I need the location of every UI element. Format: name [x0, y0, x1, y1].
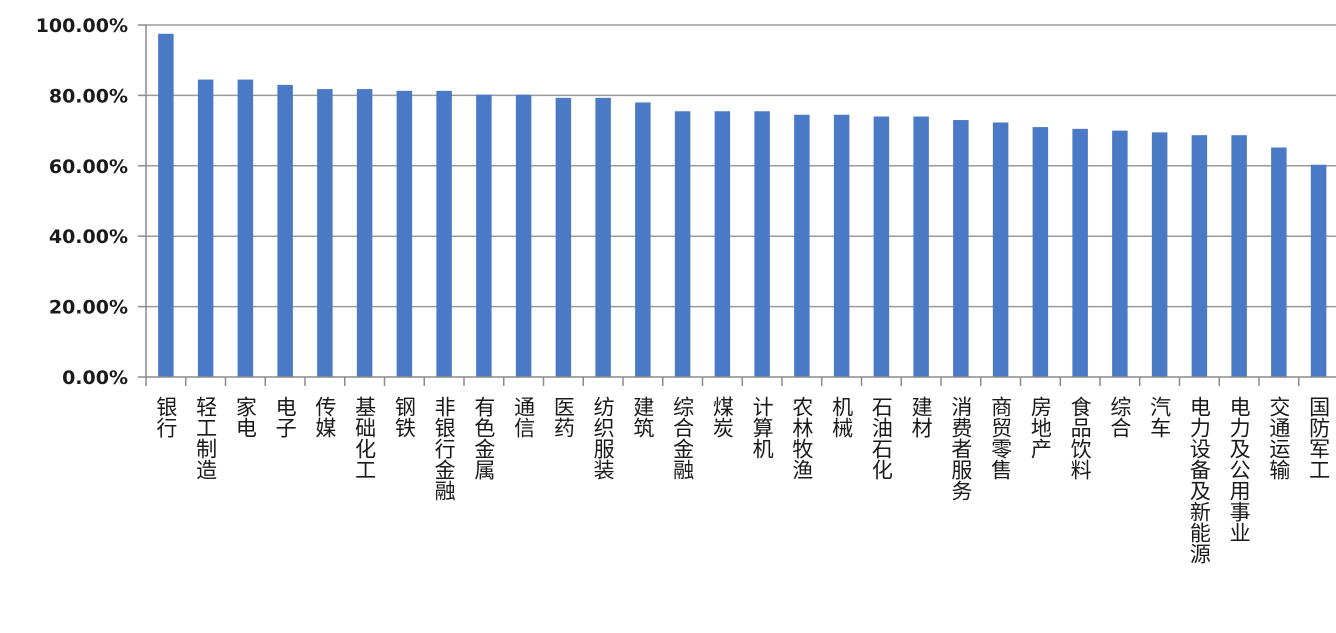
x-tick-label: 食品饮料	[1068, 396, 1092, 480]
bar	[476, 94, 492, 378]
y-tick-label: 0.00%	[62, 367, 128, 389]
bar	[237, 79, 254, 377]
bar	[1271, 147, 1287, 377]
bar	[833, 114, 850, 377]
bar	[913, 116, 929, 378]
bar	[1310, 164, 1327, 377]
bar	[1231, 135, 1247, 377]
x-tick-label: 综合金融	[671, 396, 695, 480]
bar	[317, 89, 333, 378]
bar	[396, 90, 413, 377]
bar	[1112, 130, 1128, 377]
x-tick-label: 煤炭	[710, 396, 734, 438]
bar	[992, 122, 1009, 377]
x-tick-label: 汽车	[1148, 396, 1172, 438]
bar	[953, 120, 969, 377]
x-tick-label: 轻工制造	[194, 396, 218, 480]
y-axis-tick-labels: 0.00% 20.00% 40.00% 60.00% 80.00% 100.00%	[36, 15, 146, 389]
x-tick-label: 综合	[1108, 396, 1132, 438]
bar	[356, 89, 373, 378]
x-tick-label: 基础化工	[353, 396, 377, 480]
bar	[595, 97, 611, 377]
bar	[515, 94, 532, 378]
x-tick-label: 有色金属	[472, 396, 496, 481]
y-tick-label: 100.00%	[36, 15, 128, 37]
y-tick-label: 40.00%	[49, 226, 128, 248]
x-tick-label: 建筑	[631, 396, 655, 438]
x-tick-label: 电力设备及新能源	[1187, 396, 1211, 564]
x-tick-label: 通信	[512, 396, 536, 438]
x-tick-label: 纺织服装	[591, 396, 615, 480]
x-tick-label: 非银行金融	[432, 396, 456, 501]
y-tick-label: 20.00%	[49, 297, 128, 319]
x-tick-label: 电力及公用事业	[1227, 396, 1251, 543]
bar	[674, 111, 691, 378]
bar	[158, 33, 174, 378]
x-tick-label: 房地产	[1028, 396, 1052, 459]
x-tick-label: 商贸零售	[989, 396, 1013, 480]
y-tick-label: 80.00%	[49, 85, 128, 107]
bar	[436, 90, 452, 377]
x-tick-label: 机械	[830, 396, 854, 438]
x-axis-tick-labels: 银行 轻工制造 家电 电子 传媒 基础化工 钢铁 非银行金融 有色金属 通信 医药 纺织服装 建筑 综合金…	[154, 396, 1331, 564]
x-tick-label: 计算机	[750, 396, 774, 459]
bar	[1151, 132, 1168, 377]
bar	[794, 114, 810, 377]
bar	[555, 97, 572, 377]
x-tick-label: 钢铁	[392, 396, 416, 438]
x-tick-label: 消费者服务	[949, 396, 973, 501]
bar	[714, 111, 731, 378]
bar	[754, 111, 770, 378]
y-tick-label: 60.00%	[49, 156, 128, 178]
bar	[1072, 128, 1088, 377]
x-tick-label: 交通运输	[1267, 396, 1291, 480]
x-tick-label: 建材	[909, 396, 933, 438]
axes	[145, 25, 1336, 386]
x-tick-label: 银行	[154, 396, 178, 438]
bar	[277, 84, 293, 377]
x-tick-label: 农林牧渔	[790, 396, 814, 480]
bar	[197, 79, 214, 377]
bars	[158, 33, 1327, 378]
gridlines	[146, 24, 1336, 308]
bar	[1191, 135, 1208, 377]
bar	[635, 102, 651, 377]
x-tick-label: 家电	[233, 396, 257, 438]
bar	[1032, 127, 1049, 377]
x-tick-label: 石油石化	[869, 396, 893, 480]
bar	[873, 116, 890, 378]
x-tick-label: 医药	[551, 396, 575, 438]
x-tick-label: 传媒	[313, 396, 337, 438]
x-tick-label: 电子	[273, 396, 297, 438]
x-tick-label: 国防军工	[1307, 396, 1331, 480]
